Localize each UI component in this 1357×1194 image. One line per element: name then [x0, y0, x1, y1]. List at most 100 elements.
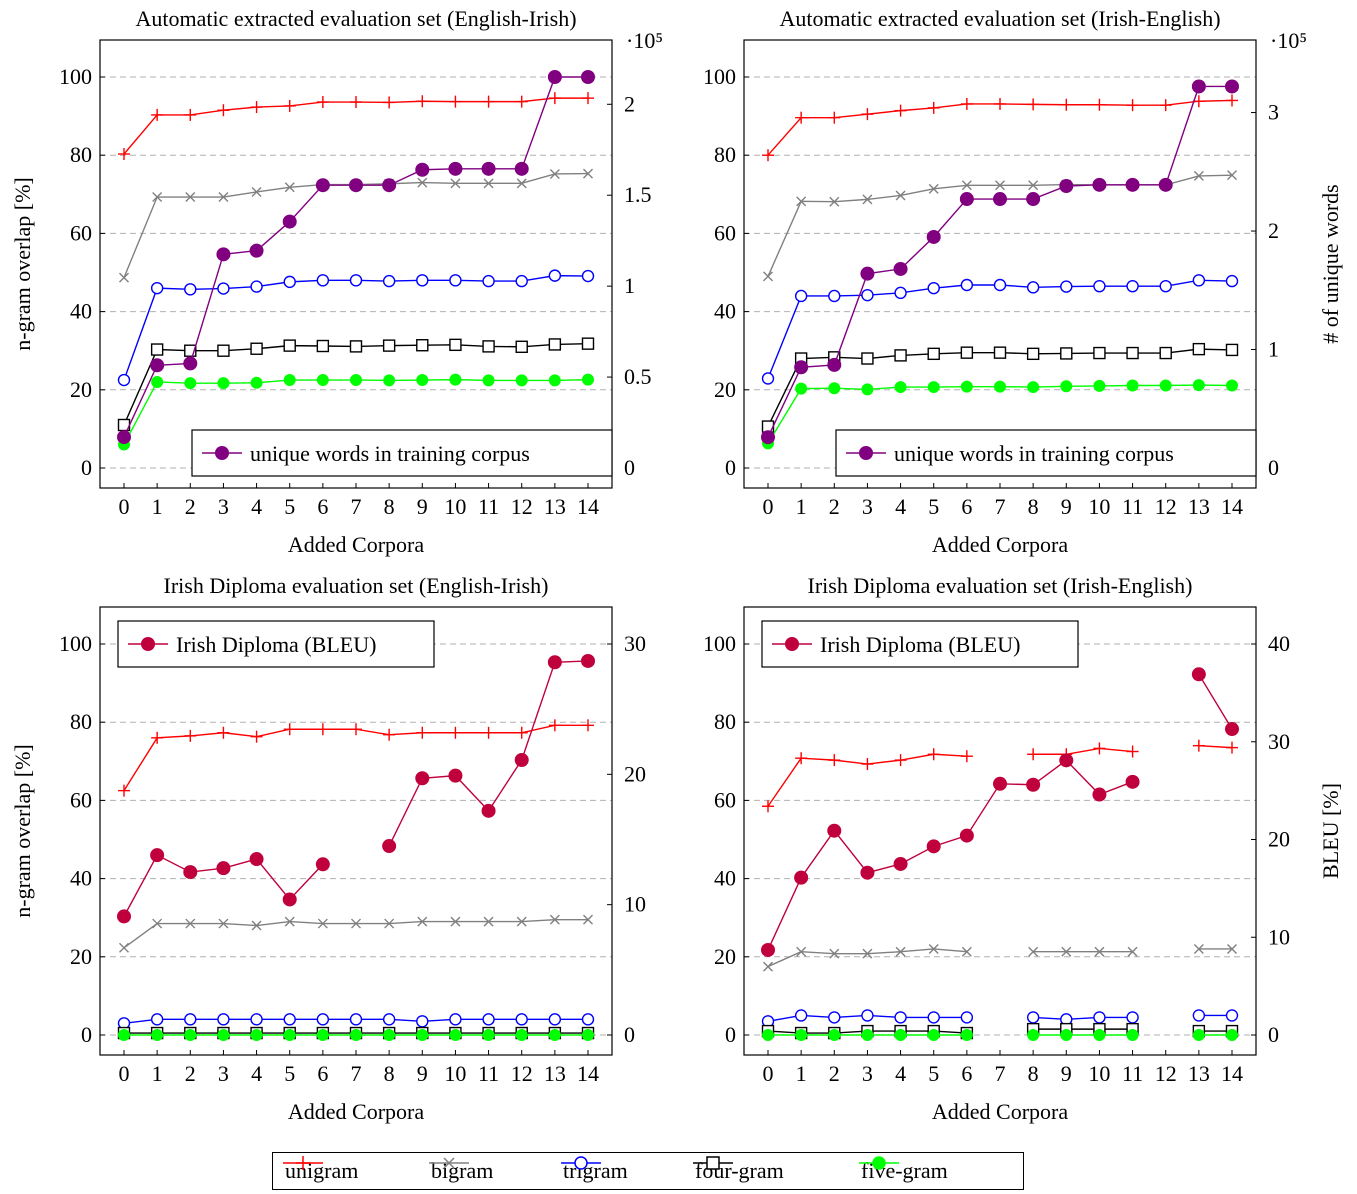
chart2-series2-point-8: [382, 1013, 396, 1026]
chart0-series-unique-words-in-training-corpus: [117, 70, 595, 445]
chart3-series1-point-5-b: [928, 943, 939, 954]
chart1-series2-point-6: [960, 278, 974, 292]
chart1-y2tick-label-3: 3: [1268, 100, 1279, 125]
chart0-xtick-label-0: 0: [119, 494, 130, 519]
chart3-legend-label: Irish Diploma (BLEU): [820, 632, 1020, 657]
chart0-series4-point-14: [582, 373, 594, 386]
chart3-series1-point-14-b: [1227, 943, 1237, 954]
chart1-series0-point-2: [828, 111, 841, 124]
chart3-series0-point-11: [1126, 745, 1139, 758]
chart2-xtick-label-8: 8: [384, 1061, 395, 1086]
chart0-series2-point-9: [416, 274, 429, 287]
chart1-xtick-label-9: 9: [1061, 494, 1072, 519]
chart0-series3-point-3: [217, 344, 230, 357]
chart1-series4-point-5: [927, 381, 940, 394]
chart2-series0-point-4: [250, 730, 263, 743]
chart2-xtick-label-3: 3: [218, 1061, 229, 1086]
chart3-series0-point-14: [1226, 741, 1238, 754]
chart3-series2-point-11: [1126, 1011, 1139, 1024]
chart0-series5-point-7: [349, 178, 363, 193]
legend-marker-four-gram: [693, 1156, 733, 1170]
chart2-series2-point-7: [349, 1013, 363, 1026]
chart0-series3-point-9: [416, 339, 429, 352]
chart0-series3-point-7: [349, 340, 363, 353]
chart0-series5-point-10: [448, 161, 463, 176]
chart0-series1-point-0: [119, 272, 129, 283]
chart2-legend-label: Irish Diploma (BLEU): [176, 632, 376, 657]
chart1-ytick-label-2: 40: [714, 299, 736, 324]
chart1-series2-point-2: [828, 289, 841, 303]
chart1-series1-point-2-b: [829, 196, 840, 207]
chart3-series1-point-6-b: [961, 946, 972, 957]
chart0-series2-point-7: [349, 274, 363, 287]
chart2-series0-point-1: [151, 731, 164, 744]
chart1-series2-point-13: [1192, 274, 1206, 287]
legend-item-four-gram: four-gram: [691, 1153, 784, 1189]
chart0-series5-point-6: [315, 178, 330, 193]
chart1-series0-point-10: [1093, 98, 1106, 111]
chart1-series5-point-5: [926, 229, 941, 244]
chart1-series4-point-12: [1159, 379, 1172, 392]
chart0-series4-point-6: [316, 374, 329, 387]
chart2-ytick-label-0: 0: [81, 1022, 92, 1047]
chart2-ytick-label-5: 100: [59, 631, 92, 656]
chart2-series4-point-9: [416, 1029, 429, 1041]
chart3-series1-point-11: [1127, 946, 1138, 957]
chart0-series0-point-3: [217, 104, 230, 117]
chart2-ytick-label-4: 80: [70, 709, 92, 734]
chart0-series0-point-9: [416, 95, 429, 108]
chart0-series5-point-0: [117, 430, 131, 445]
chart3-xtick-label-5: 5: [928, 1061, 939, 1086]
chart0-series5-point-11: [481, 161, 496, 176]
chart1-series1-point-7-b: [995, 180, 1005, 191]
chart2-xtick-label-1: 1: [152, 1061, 163, 1086]
chart3-xtick-label-1: 1: [796, 1061, 807, 1086]
chart2-series2-point-14: [581, 1013, 595, 1026]
legend-item-bigram: bigram: [427, 1153, 493, 1189]
chart3-series0-point-10: [1093, 742, 1106, 755]
chart2-ytick-label-3: 60: [70, 787, 92, 812]
chart0-series1-point-2: [185, 192, 196, 203]
chart1-series3-point-10: [1093, 346, 1106, 360]
chart2-series5-point-12: [514, 752, 529, 767]
chart2-series1-point-14-b: [583, 914, 593, 925]
chart3-series0-point-13: [1192, 739, 1205, 752]
chart2-y2tick-label-1: 10: [624, 892, 646, 917]
chart0-series1-point-14: [583, 168, 593, 179]
chart0-series1-point-9: [417, 177, 428, 188]
chart3-xtick-label-12: 12: [1155, 1061, 1177, 1086]
chart2-series1-point-6-b: [317, 918, 328, 929]
chart1-y2tick-label-2: 2: [1268, 218, 1279, 243]
chart0-series3-point-1: [150, 343, 164, 356]
chart1-series4-point-13: [1192, 379, 1205, 392]
chart1-y2tick-label-1: 1: [1268, 337, 1279, 362]
chart2-series1-point-10-b: [450, 916, 461, 927]
chart0-series-four-gram: [117, 337, 595, 432]
chart0-series5-point-3: [216, 247, 231, 262]
chart3-series4-point-6: [960, 1029, 973, 1041]
chart3-series1-point-1: [796, 946, 807, 957]
chart3-series1-point-4: [895, 946, 906, 957]
chart0-series3-point-4: [250, 342, 263, 355]
chart3-series-unigram: [762, 739, 1238, 813]
chart2-series4-point-3: [217, 1029, 230, 1041]
chart0-series4-point-12: [515, 374, 528, 387]
chart3-xtick-label-6: 6: [961, 1061, 972, 1086]
chart0-series5-point-8: [382, 178, 397, 193]
chart2-series0-point-12: [515, 726, 528, 739]
chart0-series4-point-3: [217, 377, 230, 390]
chart0-y2tick-label-1: 0.5: [624, 364, 652, 389]
chart1-xtick-label-3: 3: [862, 494, 873, 519]
chart2-series4-point-0: [118, 1029, 130, 1041]
chart0-legend-box: [191, 429, 613, 477]
chart3-series1-point-10-b: [1094, 946, 1105, 957]
chart2-legend: Irish Diploma (BLEU): [117, 620, 435, 668]
chart0-series1-point-13: [549, 168, 560, 179]
chart3-series0-point-3: [861, 758, 874, 771]
chart3-series4-point-9: [1060, 1029, 1073, 1041]
chart3-xtick-label-10: 10: [1088, 1061, 1110, 1086]
chart3-series2-point-13: [1192, 1009, 1206, 1022]
chart2-series5-point-1: [150, 848, 165, 863]
chart1-series3-point-6: [960, 346, 974, 359]
